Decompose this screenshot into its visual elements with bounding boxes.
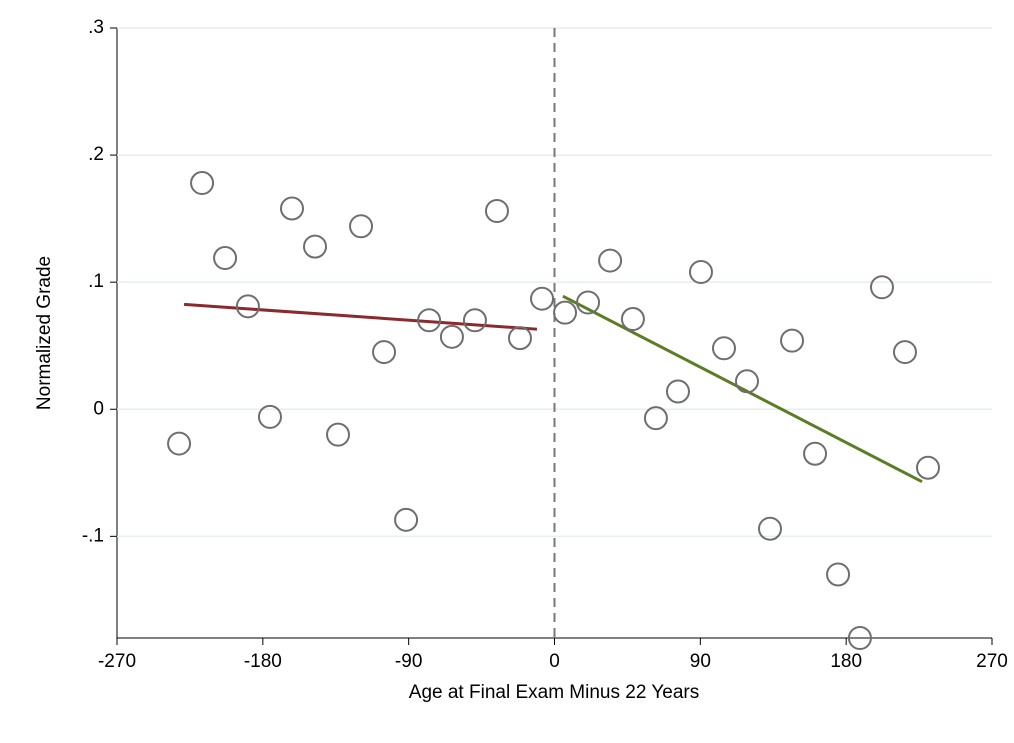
scatter-point: [803, 441, 828, 466]
scatter-point: [530, 286, 555, 311]
x-axis-label: Age at Final Exam Minus 22 Years: [409, 682, 699, 703]
x-tick-label: -180: [244, 651, 282, 672]
x-tick-label: 180: [830, 651, 862, 672]
x-tick-label: 270: [976, 651, 1008, 672]
scatter-point: [372, 340, 397, 365]
scatter-point: [576, 290, 601, 315]
fit-line: [183, 302, 538, 331]
scatter-point: [326, 422, 351, 447]
scatter-point: [507, 326, 532, 351]
x-tick-label: 90: [690, 651, 711, 672]
x-tick-label: -270: [98, 651, 136, 672]
scatter-point: [780, 328, 805, 353]
scatter-point: [257, 404, 282, 429]
y-tick-label: .2: [88, 144, 104, 165]
fit-line: [562, 294, 923, 484]
scatter-point: [167, 431, 192, 456]
scatter-point: [280, 196, 304, 221]
scatter-point: [190, 171, 215, 196]
scatter-point: [643, 406, 668, 431]
scatter-point: [303, 234, 328, 259]
scatter-point: [688, 260, 713, 284]
scatter-point: [417, 308, 442, 333]
scatter-point: [826, 562, 851, 587]
scatter-point: [213, 246, 238, 271]
scatter-point: [665, 379, 690, 404]
y-tick-label: -.1: [82, 525, 104, 546]
scatter-point: [915, 455, 940, 480]
y-tick-label: 0: [93, 398, 104, 419]
scatter-point: [847, 626, 872, 650]
scatter-point: [869, 275, 894, 300]
scatter-point: [553, 300, 578, 325]
scatter-point: [462, 308, 487, 333]
scatter-point: [892, 340, 917, 365]
scatter-point: [439, 324, 464, 349]
scatter-point: [758, 516, 783, 541]
scatter-point: [598, 248, 623, 273]
scatter-point: [620, 307, 645, 332]
scatter-point: [349, 214, 374, 239]
y-tick-label: .1: [88, 271, 104, 292]
scatter-point: [235, 294, 260, 319]
y-axis-label: Normalized Grade: [34, 256, 55, 410]
scatter-point: [394, 507, 419, 532]
x-tick-label: -90: [395, 651, 422, 672]
y-tick-label: .3: [88, 17, 104, 38]
x-tick-label: 0: [549, 651, 560, 672]
scatter-point: [735, 369, 759, 394]
scatter-point: [711, 336, 736, 361]
scatter-point: [484, 199, 509, 223]
